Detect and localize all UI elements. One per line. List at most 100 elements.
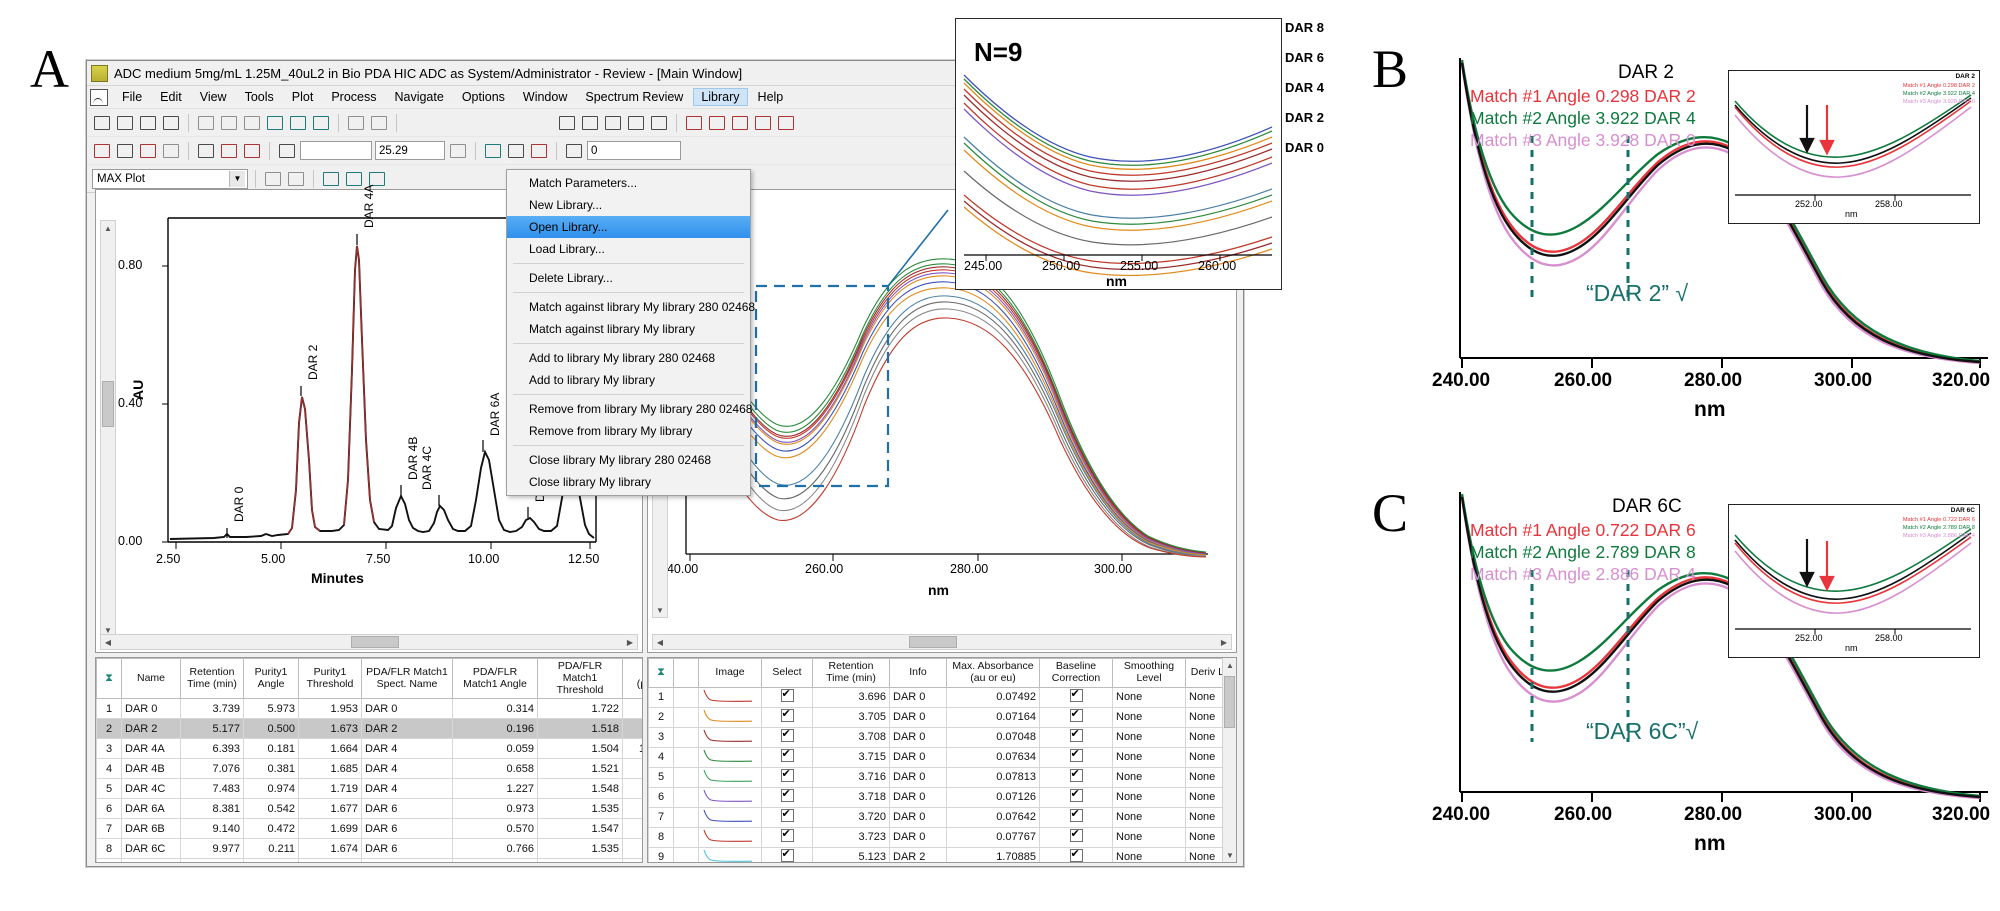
open-project-icon[interactable] bbox=[115, 113, 135, 133]
view-mode-1-icon[interactable] bbox=[483, 141, 503, 161]
menu-tools[interactable]: Tools bbox=[244, 90, 274, 104]
menu-spectrum-review[interactable]: Spectrum Review bbox=[585, 90, 684, 104]
copy-plot-icon[interactable] bbox=[286, 169, 306, 189]
cell-select-checkbox[interactable] bbox=[761, 786, 813, 808]
menu-view[interactable]: View bbox=[199, 90, 227, 104]
zoom-out-icon[interactable] bbox=[580, 113, 600, 133]
spectrum-icon[interactable] bbox=[265, 113, 285, 133]
library-match-icon[interactable] bbox=[311, 113, 331, 133]
library-menu-item[interactable]: Open Library... bbox=[507, 216, 750, 238]
trace-3-icon[interactable] bbox=[367, 169, 387, 189]
select-checkbox[interactable] bbox=[780, 768, 794, 782]
three-d-plot-icon[interactable] bbox=[161, 141, 181, 161]
cell-select-checkbox[interactable] bbox=[761, 826, 813, 848]
library-menu-item[interactable]: Add to library My library 280 02468 bbox=[529, 351, 716, 365]
overlay-icon[interactable] bbox=[649, 113, 669, 133]
menu-process[interactable]: Process bbox=[331, 90, 377, 104]
trace-2-icon[interactable] bbox=[344, 169, 364, 189]
peak-results-table[interactable]: ⧗ Name Retention Time (min) Purity1 Angl… bbox=[95, 657, 643, 863]
apply-range-icon[interactable] bbox=[448, 141, 468, 161]
purity-icon[interactable] bbox=[242, 141, 262, 161]
scroll-down-icon[interactable]: ▼ bbox=[1223, 848, 1236, 862]
baseline-correction-checkbox[interactable] bbox=[1069, 708, 1083, 722]
fit-icon[interactable] bbox=[603, 113, 623, 133]
menu-navigate[interactable]: Navigate bbox=[394, 90, 444, 104]
cell-baseline-checkbox[interactable] bbox=[1039, 826, 1113, 848]
trace-1-icon[interactable] bbox=[321, 169, 341, 189]
cell-baseline-checkbox[interactable] bbox=[1039, 726, 1113, 748]
cell-select-checkbox[interactable] bbox=[761, 746, 813, 768]
undo-icon[interactable] bbox=[346, 113, 366, 133]
library-menu-item[interactable]: Add to library My library bbox=[529, 373, 656, 387]
select-checkbox[interactable] bbox=[780, 828, 794, 842]
library-menu-item[interactable]: Match Parameters... bbox=[529, 176, 638, 190]
menubar[interactable]: File Edit View Tools Plot Process Naviga… bbox=[87, 86, 1243, 109]
select-checkbox[interactable] bbox=[780, 708, 794, 722]
scroll-left-icon[interactable]: ◀ bbox=[653, 635, 667, 649]
select-checkbox[interactable] bbox=[780, 848, 794, 862]
cell-select-checkbox[interactable] bbox=[761, 806, 813, 828]
scroll-right-icon[interactable]: ▶ bbox=[623, 635, 637, 649]
area-plot-icon[interactable] bbox=[219, 141, 239, 161]
chrom-vscrollbar[interactable]: ▲ ▼ bbox=[100, 220, 116, 638]
cell-thumbnail[interactable] bbox=[698, 746, 762, 768]
cell-thumbnail[interactable] bbox=[698, 726, 762, 748]
cell-select-checkbox[interactable] bbox=[761, 726, 813, 748]
smooth-icon[interactable] bbox=[753, 113, 773, 133]
library-menu-item[interactable]: New Library... bbox=[529, 198, 603, 212]
select-checkbox[interactable] bbox=[780, 728, 794, 742]
baseline-correction-checkbox[interactable] bbox=[1069, 688, 1083, 702]
cell-select-checkbox[interactable] bbox=[761, 686, 813, 708]
spectra-hscrollbar[interactable]: ◀ ▶ bbox=[652, 634, 1232, 650]
grid-icon[interactable] bbox=[626, 113, 646, 133]
cell-select-checkbox[interactable] bbox=[761, 846, 813, 862]
system-menu-icon[interactable] bbox=[90, 88, 108, 106]
cell-thumbnail[interactable] bbox=[698, 826, 762, 848]
cell-thumbnail[interactable] bbox=[698, 706, 762, 728]
integrate-icon[interactable] bbox=[196, 113, 216, 133]
cell-thumbnail[interactable] bbox=[698, 806, 762, 828]
view-mode-3-icon[interactable] bbox=[529, 141, 549, 161]
baseline-correction-checkbox[interactable] bbox=[1069, 748, 1083, 762]
scroll-down-icon[interactable]: ▼ bbox=[653, 603, 667, 617]
redo-icon[interactable] bbox=[369, 113, 389, 133]
cell-select-checkbox[interactable] bbox=[761, 706, 813, 728]
menu-library[interactable]: Library bbox=[693, 88, 748, 106]
scroll-left-icon[interactable]: ◀ bbox=[101, 635, 115, 649]
baseline-icon[interactable] bbox=[707, 113, 727, 133]
library-menu-item[interactable]: Match against library My library bbox=[529, 322, 696, 336]
scroll-up-icon[interactable]: ▲ bbox=[1223, 658, 1236, 672]
menu-plot[interactable]: Plot bbox=[291, 90, 314, 104]
axis-icon[interactable] bbox=[564, 141, 584, 161]
spectrum-table-scroll-thumb[interactable] bbox=[1224, 676, 1235, 728]
chrom-hscroll-thumb[interactable] bbox=[351, 636, 399, 648]
view-mode-2-icon[interactable] bbox=[506, 141, 526, 161]
derivative-icon[interactable] bbox=[730, 113, 750, 133]
bar-plot-icon[interactable] bbox=[196, 141, 216, 161]
chevron-down-icon[interactable]: ▼ bbox=[229, 170, 245, 187]
filter-icon[interactable]: ⧗ bbox=[105, 672, 113, 685]
offset-input[interactable]: 0 bbox=[587, 141, 681, 160]
library-menu-item[interactable]: Delete Library... bbox=[529, 271, 613, 285]
baseline-correction-checkbox[interactable] bbox=[1069, 788, 1083, 802]
scroll-down-icon[interactable]: ▼ bbox=[101, 623, 115, 637]
cell-baseline-checkbox[interactable] bbox=[1039, 706, 1113, 728]
cell-thumbnail[interactable] bbox=[698, 686, 762, 708]
annotate-icon[interactable] bbox=[684, 113, 704, 133]
refresh-icon[interactable] bbox=[242, 113, 262, 133]
select-checkbox[interactable] bbox=[780, 808, 794, 822]
cell-thumbnail[interactable] bbox=[698, 786, 762, 808]
cell-select-checkbox[interactable] bbox=[761, 766, 813, 788]
cell-baseline-checkbox[interactable] bbox=[1039, 806, 1113, 828]
